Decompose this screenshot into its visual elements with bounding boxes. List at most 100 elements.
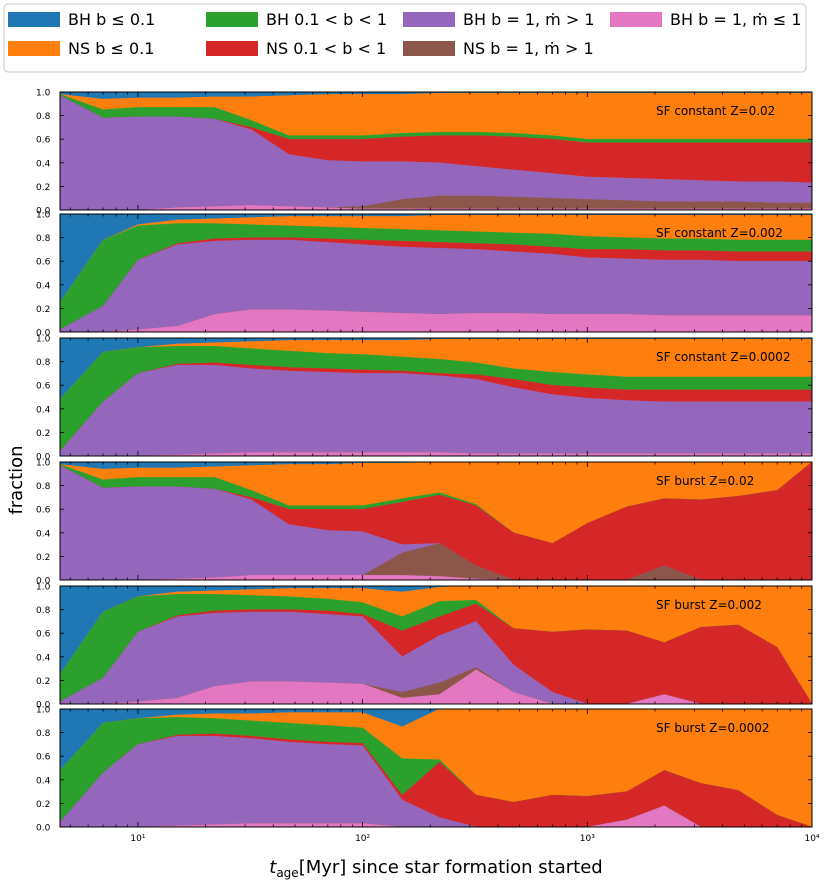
y-tick-label: 0.8 xyxy=(36,234,51,244)
x-axis-label-sub: age xyxy=(276,866,298,880)
panel-areas xyxy=(60,462,812,580)
y-tick-label: 0.2 xyxy=(36,553,50,563)
y-tick-label: 0.8 xyxy=(36,112,51,122)
panel-6: 0.2 0.4 0.6 0.8 1.0 0.0 SF burst Z=0.0002 xyxy=(36,706,813,834)
y-tick-label: 0.6 xyxy=(36,506,51,516)
legend-swatch xyxy=(403,41,455,56)
y-tick-label: 1.0 xyxy=(36,335,51,345)
legend-entry-ns_b_low: NS b ≤ 0.1 xyxy=(8,39,154,58)
legend-entry-bh_mdot_low: BH b = 1, ṁ ≤ 1 xyxy=(610,10,802,29)
area-bh_mdot_low xyxy=(60,805,812,827)
legend-entry-bh_b_mid: BH 0.1 < b < 1 xyxy=(206,10,387,29)
y-tick-label: 0.2 xyxy=(36,429,50,439)
panel-areas xyxy=(60,709,812,827)
y-tick-label: 0.6 xyxy=(36,382,51,392)
panel-areas xyxy=(60,92,812,210)
panel-frame xyxy=(59,461,813,581)
y-tick-label: 1.0 xyxy=(36,583,51,593)
area-bh_mdot_low xyxy=(60,452,812,456)
y-tick-label: 1.0 xyxy=(36,89,51,99)
panel-frame xyxy=(59,585,813,705)
legend-swatch xyxy=(610,12,662,27)
y-tick-label: 0.8 xyxy=(36,729,51,739)
y-tick-label: 0.4 xyxy=(36,405,51,415)
y-tick-label: 0.4 xyxy=(36,281,51,291)
y-tick-label: 0.4 xyxy=(36,776,51,786)
x-axis-label: tage[Myr] since star formation started xyxy=(269,857,602,880)
legend-entry-bh_b_low: BH b ≤ 0.1 xyxy=(8,10,155,29)
y-axis-label: fraction xyxy=(6,445,27,514)
panel-frame xyxy=(59,337,813,457)
y-tick-label-zero: 0.0 xyxy=(36,824,51,834)
legend-label: NS 0.1 < b < 1 xyxy=(266,39,386,58)
legend-frame xyxy=(3,3,807,73)
y-tick-label-zero: 0.0 xyxy=(36,207,51,217)
y-tick-label-zero: 0.0 xyxy=(36,453,51,463)
area-bh_mdot_low xyxy=(60,205,812,210)
legend-label: BH b = 1, ṁ > 1 xyxy=(463,10,595,29)
area-bh_mdot_low xyxy=(60,575,812,580)
legend-label: BH b ≤ 0.1 xyxy=(68,10,155,29)
y-tick-label: 1.0 xyxy=(36,459,51,469)
y-tick-label: 0.2 xyxy=(36,800,50,810)
panel-1: 0.2 0.4 0.6 0.8 1.0 0.0 SF constant Z=0.02 xyxy=(36,89,813,217)
legend-entry-ns_b_mid: NS 0.1 < b < 1 xyxy=(206,39,386,58)
panel-title: SF constant Z=0.0002 xyxy=(656,350,791,364)
x-axis-label-main: t xyxy=(269,857,277,878)
y-tick-label: 0.6 xyxy=(36,753,51,763)
panel-frame xyxy=(59,91,813,211)
panel-areas xyxy=(60,338,812,456)
x-tick-label: 10² xyxy=(355,834,370,844)
y-tick-label: 0.8 xyxy=(36,482,51,492)
y-tick-label: 0.6 xyxy=(36,136,51,146)
y-tick-label-zero: 0.0 xyxy=(36,577,51,587)
legend-label: NS b = 1, ṁ > 1 xyxy=(463,39,594,58)
panel-frame xyxy=(59,708,813,828)
panel-title: SF burst Z=0.02 xyxy=(656,474,754,488)
legend-swatch xyxy=(206,41,258,56)
y-tick-label: 0.4 xyxy=(36,653,51,663)
y-tick-label-zero: 0.0 xyxy=(36,329,51,339)
panel-areas xyxy=(60,586,812,704)
legend: BH b ≤ 0.1 NS b ≤ 0.1 BH 0.1 < b < 1 NS 0.1… xyxy=(3,3,807,73)
legend-swatch xyxy=(8,41,60,56)
y-tick-label: 0.4 xyxy=(36,159,51,169)
x-tick-label: 10¹ xyxy=(130,834,145,844)
panel-4: 0.2 0.4 0.6 0.8 1.0 0.0 SF burst Z=0.02 xyxy=(36,459,813,587)
area-bh_mdot_low xyxy=(60,669,812,704)
legend-swatch xyxy=(403,12,455,27)
legend-label: BH b = 1, ṁ ≤ 1 xyxy=(670,10,802,29)
panel-title: SF constant Z=0.002 xyxy=(656,226,783,240)
x-tick-label: 10⁴ xyxy=(804,834,819,844)
panel-title: SF constant Z=0.02 xyxy=(656,104,775,118)
y-tick-label: 0.8 xyxy=(36,358,51,368)
y-tick-label: 0.2 xyxy=(36,183,50,193)
legend-label: BH 0.1 < b < 1 xyxy=(266,10,387,29)
legend-swatch xyxy=(8,12,60,27)
y-tick-label: 1.0 xyxy=(36,211,51,221)
y-tick-label: 0.4 xyxy=(36,529,51,539)
legend-label: NS b ≤ 0.1 xyxy=(68,39,154,58)
legend-entry-bh_mdot_high: BH b = 1, ṁ > 1 xyxy=(403,10,595,29)
panel-title: SF burst Z=0.0002 xyxy=(656,721,770,735)
y-tick-label: 0.8 xyxy=(36,606,51,616)
legend-entry-ns_mdot_high: NS b = 1, ṁ > 1 xyxy=(403,39,594,58)
panel-areas xyxy=(60,214,812,332)
y-tick-label: 0.6 xyxy=(36,630,51,640)
y-tick-label: 1.0 xyxy=(36,706,51,716)
legend-swatch xyxy=(206,12,258,27)
panel-3: 0.2 0.4 0.6 0.8 1.0 0.0 SF constant Z=0.0002 xyxy=(36,335,813,463)
panel-5: 0.2 0.4 0.6 0.8 1.0 0.0 SF burst Z=0.002 xyxy=(36,583,813,711)
panels: 0.20.40.60.81.00.0SF constant Z=0.020.20… xyxy=(36,89,820,845)
panel-title: SF burst Z=0.002 xyxy=(656,598,762,612)
y-tick-label: 0.2 xyxy=(36,305,50,315)
panel-2: 0.2 0.4 0.6 0.8 1.0 0.0 SF constant Z=0.002 xyxy=(36,211,813,339)
area-bh_mdot_low xyxy=(60,309,812,332)
panel-frame xyxy=(59,213,813,333)
x-axis-label-rest: [Myr] since star formation started xyxy=(299,857,603,878)
y-tick-label: 0.6 xyxy=(36,258,51,268)
x-tick-label: 10³ xyxy=(580,834,595,844)
y-tick-label-zero: 0.0 xyxy=(36,701,51,711)
y-tick-label: 0.2 xyxy=(36,677,50,687)
